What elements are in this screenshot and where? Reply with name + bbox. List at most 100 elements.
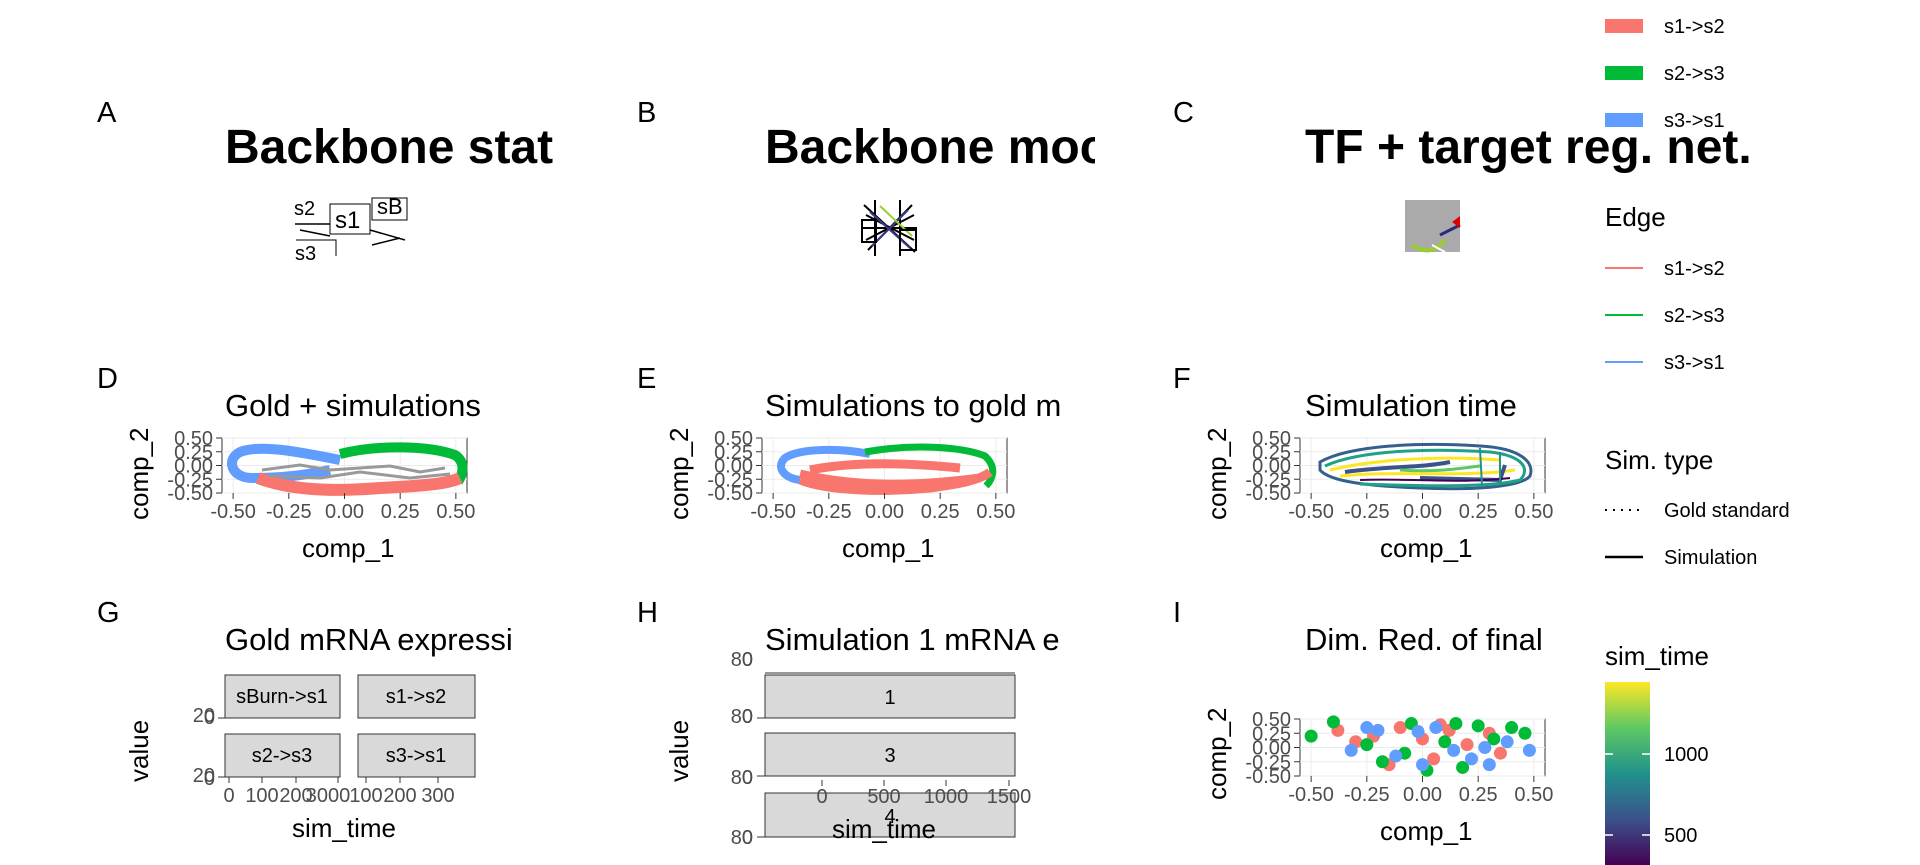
ticks-d: -0.50 -0.25 0.00 0.25 0.500.500.250.00-0.25-…: [167, 428, 475, 523]
scatter-point: [1304, 729, 1318, 743]
y-tick-g: 0: [204, 707, 215, 729]
panel-label-h: H: [637, 597, 658, 629]
legend-swatch-s2-s3: [1605, 66, 1643, 80]
scatter-point: [1371, 723, 1385, 737]
scatter-point: [1326, 715, 1340, 729]
facet-label-4: 4: [884, 806, 895, 828]
x-tick-label: -0.50: [210, 501, 256, 523]
facet-strip: [357, 674, 476, 719]
x-axis-label-h: sim_time: [832, 814, 936, 844]
colorbar-tick: 1000: [1664, 744, 1709, 766]
y-axis-label-e: comp_2: [664, 428, 694, 521]
x-tick-label: 0.25: [1459, 501, 1498, 523]
legend-swatch-s1-s2: [1605, 19, 1643, 33]
y-tick-g: 0: [204, 768, 215, 790]
graph-node-s1: s1: [335, 207, 360, 234]
x-tick-label: 0.25: [1459, 784, 1498, 806]
scatter-point: [1344, 743, 1358, 757]
x-tick-label: 100: [245, 785, 278, 807]
gold-simulation-trajectories: [227, 442, 468, 496]
facet-strip: [357, 733, 476, 778]
panel-label-c: C: [1173, 97, 1194, 129]
y-tick-h: 80: [731, 706, 753, 728]
plot-d: -0.50 -0.25 0.00 0.25 0.500.500.250.00-0.25-…: [124, 428, 475, 564]
y-tick-h: 80: [731, 767, 753, 789]
y-tick-label: -0.25: [1245, 469, 1291, 491]
legend-simtime: sim_time 1000 500: [1605, 641, 1709, 865]
x-tick-label: -0.25: [1344, 501, 1390, 523]
x-tick-label: -0.50: [1288, 784, 1334, 806]
scatter-point: [1360, 721, 1374, 735]
y-tick-label: 0.00: [714, 456, 753, 478]
y-tick-g: 20: [193, 705, 215, 727]
plot-g: sBurn->s1 s1->s2 s2->s3 s3->s1 20 0 20 0…: [124, 674, 476, 843]
panel-title-g: Gold mRNA expressi: [225, 622, 513, 657]
scatter-point: [1493, 746, 1507, 760]
scatter-point: [1429, 721, 1443, 735]
legend-label: s1->s2: [1664, 16, 1725, 38]
facet-label-1: 1: [884, 687, 895, 709]
scatter-point: [1456, 760, 1470, 774]
legend-milestones: s1->s2 s2->s3 s3->s1: [1605, 16, 1725, 132]
ticks-f: -0.50 -0.25 0.00 0.25 0.500.500.250.00-0.25-…: [1245, 428, 1553, 523]
trajectory-s2-s3: [338, 442, 468, 485]
x-axis-label-d: comp_1: [302, 533, 395, 563]
legend-label: Gold standard: [1664, 500, 1790, 522]
panel-title-b: Backbone moc: [765, 121, 1106, 174]
scatter-point: [1427, 752, 1441, 766]
panel-title-d: Gold + simulations: [225, 388, 481, 423]
panel-label-i: I: [1173, 597, 1181, 629]
facet-label-3: 3: [884, 745, 895, 767]
panel-label-b: B: [637, 97, 656, 129]
graph-node-s2: s2: [294, 198, 315, 220]
plot-h: 1 3 4 80 0 80 0 80 0 80 0 0 500 1000 1500 s…: [664, 649, 1031, 849]
y-tick-g: 20: [193, 765, 215, 787]
y-tick-h: 0: [742, 706, 753, 728]
legend-title-edge: Edge: [1605, 202, 1666, 232]
y-tick-h: 80: [731, 649, 753, 671]
panel-label-f: F: [1173, 363, 1191, 395]
panel-title-e: Simulations to gold m: [765, 388, 1061, 423]
scatter-point: [1522, 743, 1536, 757]
x-tick-label: 300: [421, 785, 454, 807]
panel-label-e: E: [637, 363, 656, 395]
x-tick-label: 0.25: [921, 501, 960, 523]
facet-label-sburn-s1: sBurn->s1: [236, 686, 328, 708]
legend-label: s3->s1: [1664, 352, 1725, 374]
backbone-state-graph: s2 s1 sB s3: [294, 194, 408, 265]
y-tick-label: 0.50: [1252, 709, 1291, 731]
x-tick-label: 1000: [924, 786, 969, 808]
y-axis-label-g: value: [124, 720, 154, 782]
backbone-module-graph: [861, 198, 917, 256]
plot-i: -0.50 -0.25 0.00 0.25 0.500.500.250.00-0.25-…: [1202, 708, 1553, 847]
scatter-point: [1449, 717, 1463, 731]
x-tick-label: 0.25: [381, 501, 420, 523]
y-tick-h: 0: [742, 649, 753, 671]
trajectory-e-s2-s3: [864, 443, 997, 489]
x-tick-label: 200: [279, 785, 312, 807]
legend-swatch-s3-s1: [1605, 113, 1643, 127]
facet-label-s2-s3: s2->s3: [252, 745, 313, 767]
y-tick-label: 0.50: [174, 428, 213, 450]
simulation-time-trajectories: [1318, 442, 1533, 491]
y-axis-label-d: comp_2: [124, 428, 154, 521]
x-tick-label: 0.00: [1403, 784, 1442, 806]
colorbar-tick: 500: [1664, 825, 1697, 847]
scatter-point: [1416, 758, 1429, 772]
x-tick-label: 0: [816, 786, 827, 808]
y-tick-label: 0.25: [714, 442, 753, 464]
panel-label-a: A: [97, 97, 117, 129]
y-tick-label: 0.25: [1252, 442, 1291, 464]
scatter-points-i: [1304, 715, 1536, 777]
panel-title-c: TF + target reg. net.: [1305, 121, 1752, 174]
x-tick-label: 0.50: [976, 501, 1015, 523]
scatter-point: [1518, 726, 1532, 740]
x-tick-label: -0.25: [806, 501, 852, 523]
scatter-point: [1478, 741, 1492, 754]
panel-label-g: G: [97, 597, 120, 629]
scatter-point: [1460, 738, 1474, 752]
x-tick-label: 1500: [987, 786, 1032, 808]
x-tick-label: 0.00: [1403, 501, 1442, 523]
x-tick-label: 500: [867, 786, 900, 808]
scatter-point: [1471, 719, 1485, 733]
